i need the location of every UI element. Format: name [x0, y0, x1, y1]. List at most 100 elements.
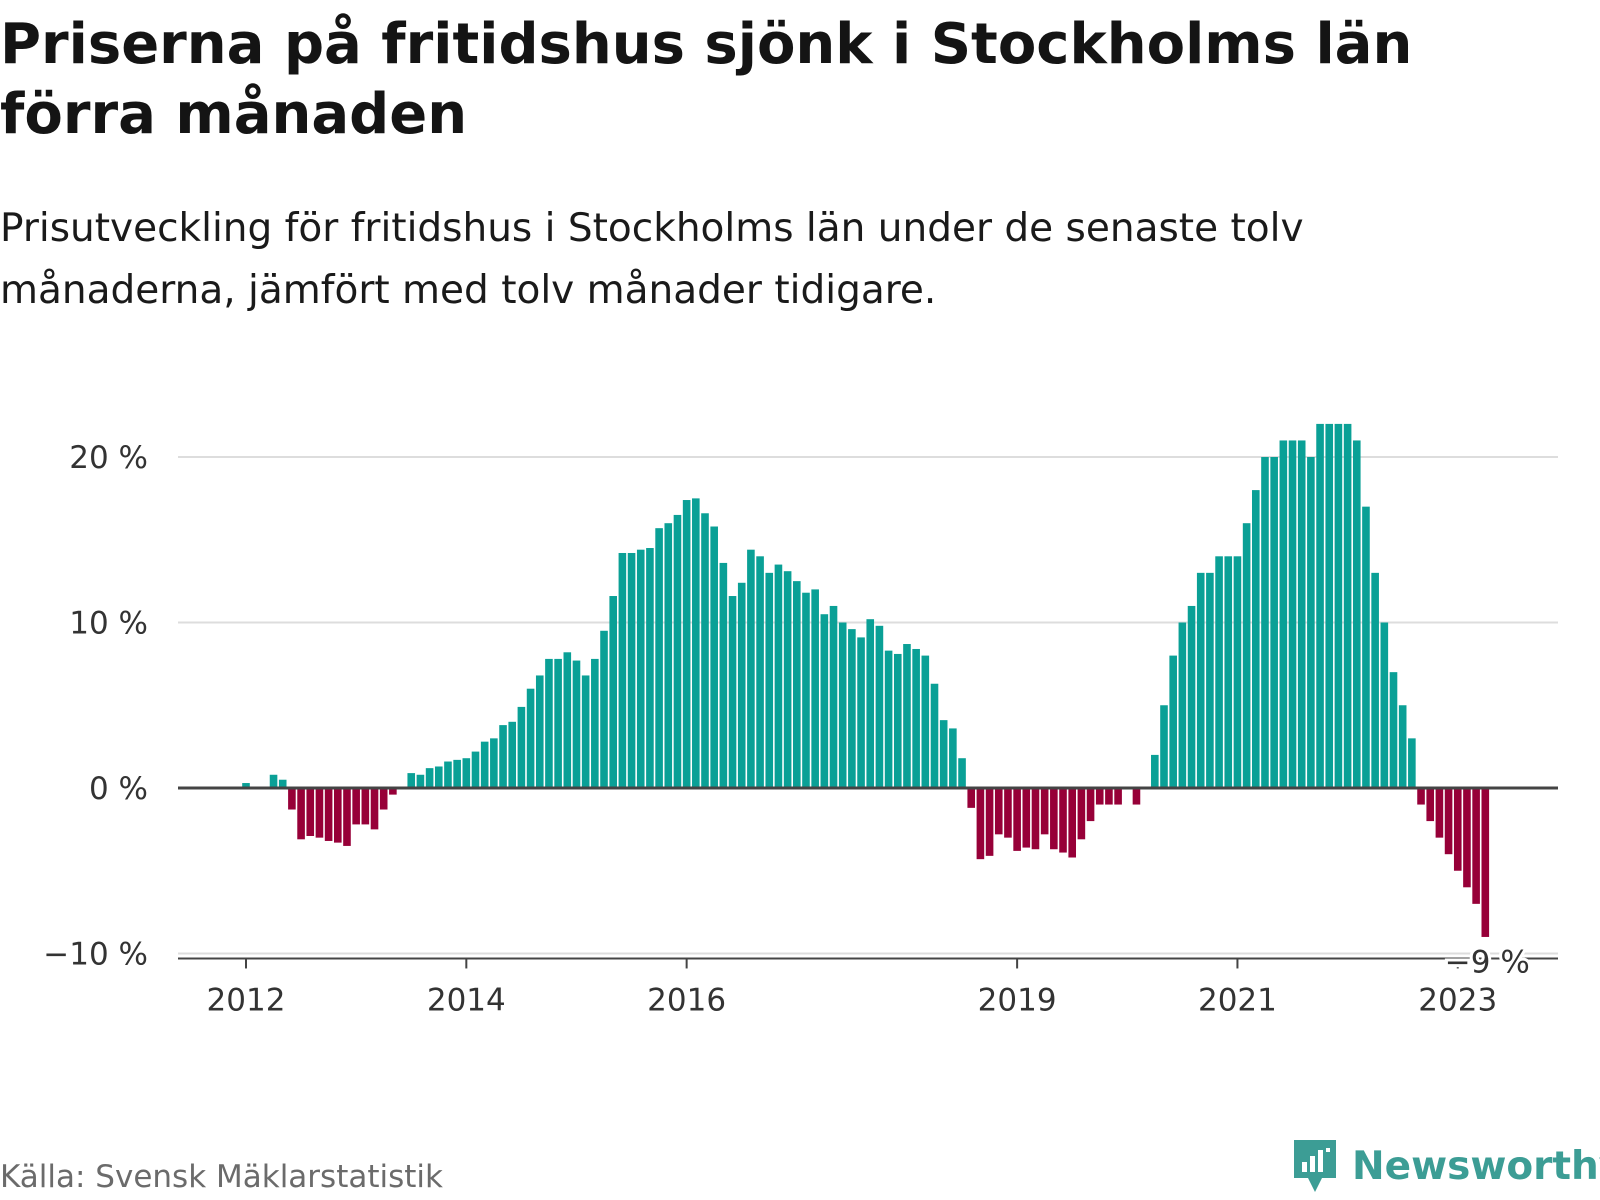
- bar: [379, 788, 388, 810]
- bar: [866, 619, 875, 788]
- y-tick-label: −10 %: [43, 937, 148, 973]
- chart-title: Priserna på fritidshus sjönk i Stockholm…: [0, 12, 1413, 147]
- bar: [829, 605, 838, 788]
- bar: [949, 728, 957, 788]
- x-tick-label: 2021: [1198, 982, 1277, 1018]
- bar: [903, 644, 911, 788]
- bar: [636, 549, 645, 788]
- bar: [517, 706, 526, 788]
- bar: [1463, 788, 1471, 888]
- bar: [765, 572, 774, 788]
- bar: [1472, 788, 1480, 904]
- bar: [288, 788, 296, 810]
- bar: [572, 660, 581, 788]
- bar: [1242, 523, 1251, 788]
- bar: [1426, 788, 1435, 822]
- bar: [1178, 622, 1187, 788]
- newsworthy-logo-icon: [1294, 1140, 1336, 1192]
- bar: [407, 773, 416, 789]
- bar: [526, 688, 535, 788]
- bar: [930, 683, 939, 789]
- bar: [985, 788, 994, 856]
- bar: [893, 653, 902, 788]
- bar: [673, 514, 682, 788]
- bar: [609, 596, 617, 788]
- bar: [1068, 788, 1076, 858]
- bar: [480, 741, 489, 788]
- bar: [1279, 440, 1288, 788]
- bar: [1086, 788, 1095, 822]
- bar: [581, 675, 590, 788]
- bar: [425, 768, 434, 788]
- bar: [508, 721, 517, 788]
- bar: [1417, 788, 1425, 805]
- y-tick-label: 20 %: [69, 440, 148, 476]
- bar: [737, 582, 746, 788]
- bar: [1389, 672, 1398, 788]
- bar: [462, 758, 471, 788]
- axis-layer: [178, 786, 1558, 969]
- bar: [646, 548, 654, 788]
- brand-name: Newsworthy: [1352, 1143, 1600, 1189]
- bar: [967, 788, 976, 808]
- bar: [1297, 440, 1306, 788]
- bar: [692, 498, 700, 789]
- bar-chart: 20 % 10 % 0 % −10 % 2012 2014 2016 2019 2021 2023…: [43, 423, 1558, 1018]
- bar: [976, 788, 985, 860]
- bar: [627, 552, 636, 788]
- bar: [1481, 788, 1490, 937]
- bar: [820, 614, 829, 788]
- bar: [1114, 788, 1122, 805]
- bar: [1077, 788, 1086, 840]
- bar: [618, 552, 627, 788]
- bar: [1151, 754, 1159, 788]
- bar: [1196, 572, 1205, 788]
- bar: [1380, 622, 1389, 788]
- bar: [994, 788, 1003, 835]
- bar: [1316, 423, 1324, 788]
- bar: [361, 788, 370, 825]
- bar: [1408, 738, 1416, 788]
- bar: [1215, 556, 1223, 788]
- bar: [1288, 440, 1297, 788]
- bar: [783, 571, 792, 788]
- bar: [719, 562, 728, 788]
- bar: [1371, 572, 1379, 788]
- bar: [1325, 423, 1334, 788]
- x-tick-label: 2019: [978, 982, 1057, 1018]
- bar: [490, 738, 498, 788]
- bar: [958, 758, 966, 788]
- bar: [416, 774, 425, 788]
- bar: [1022, 788, 1031, 848]
- bar: [1013, 788, 1021, 851]
- bar: [1398, 705, 1407, 788]
- bar: [471, 751, 480, 788]
- label-layer: 20 % 10 % 0 % −10 % 2012 2014 2016 2019 2021 2023…: [43, 440, 1533, 1018]
- bar: [728, 596, 737, 788]
- bar: [269, 774, 278, 788]
- bar: [1435, 788, 1444, 838]
- bar: [334, 788, 342, 843]
- chart-subtitle: Prisutveckling för fritidshus i Stockhol…: [0, 206, 1304, 313]
- bar: [664, 523, 673, 788]
- bar: [1352, 440, 1361, 788]
- bar: [1095, 788, 1104, 805]
- bar: [306, 788, 315, 836]
- bar: [1169, 655, 1177, 788]
- bar: [1004, 788, 1012, 838]
- bar: [1160, 705, 1168, 788]
- bar: [1362, 506, 1370, 788]
- bar: [939, 720, 948, 788]
- bar-layer: [242, 423, 1490, 937]
- bar: [701, 513, 709, 788]
- bar: [1270, 457, 1278, 788]
- x-tick-label: 2016: [647, 982, 726, 1018]
- bar: [811, 589, 819, 788]
- y-tick-label: 0 %: [89, 771, 148, 807]
- bar: [324, 788, 333, 841]
- y-tick-label: 10 %: [69, 606, 148, 642]
- bar: [857, 637, 865, 788]
- bar: [389, 788, 397, 795]
- bar: [453, 759, 461, 789]
- bar: [793, 581, 801, 789]
